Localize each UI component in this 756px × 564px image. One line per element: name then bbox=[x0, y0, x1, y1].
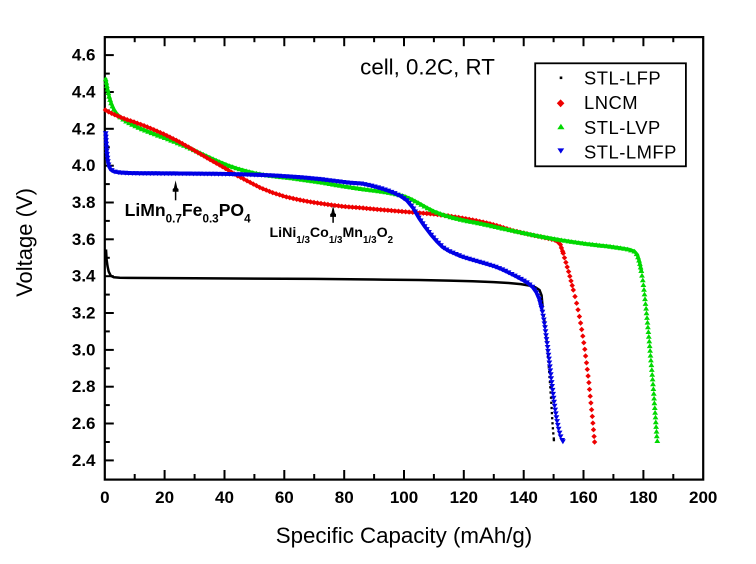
svg-text:3.8: 3.8 bbox=[72, 193, 96, 212]
svg-text:4.4: 4.4 bbox=[72, 83, 96, 102]
svg-text:200: 200 bbox=[689, 488, 717, 507]
svg-text:20: 20 bbox=[155, 488, 174, 507]
svg-text:100: 100 bbox=[390, 488, 418, 507]
svg-text:180: 180 bbox=[629, 488, 657, 507]
svg-text:4.2: 4.2 bbox=[72, 119, 96, 138]
svg-text:0: 0 bbox=[100, 488, 109, 507]
svg-text:80: 80 bbox=[335, 488, 354, 507]
svg-text:3.6: 3.6 bbox=[72, 230, 96, 249]
svg-text:2.8: 2.8 bbox=[72, 377, 96, 396]
svg-text:40: 40 bbox=[215, 488, 234, 507]
svg-text:Voltage (V): Voltage (V) bbox=[12, 188, 37, 297]
svg-text:120: 120 bbox=[450, 488, 478, 507]
svg-text:3.0: 3.0 bbox=[72, 340, 96, 359]
svg-text:140: 140 bbox=[510, 488, 538, 507]
svg-text:160: 160 bbox=[569, 488, 597, 507]
svg-text:3.2: 3.2 bbox=[72, 304, 96, 323]
svg-text:cell, 0.2C, RT: cell, 0.2C, RT bbox=[360, 54, 495, 79]
svg-text:STL-LMFP: STL-LMFP bbox=[584, 142, 677, 163]
svg-text:2.6: 2.6 bbox=[72, 414, 96, 433]
svg-text:Specific Capacity (mAh/g): Specific Capacity (mAh/g) bbox=[276, 523, 533, 548]
svg-text:STL-LFP: STL-LFP bbox=[584, 67, 661, 88]
svg-text:3.4: 3.4 bbox=[72, 267, 96, 286]
svg-text:STL-LVP: STL-LVP bbox=[584, 117, 661, 138]
svg-text:4.6: 4.6 bbox=[72, 46, 96, 65]
svg-text:4.0: 4.0 bbox=[72, 156, 96, 175]
svg-text:60: 60 bbox=[275, 488, 294, 507]
svg-text:LNCM: LNCM bbox=[584, 92, 638, 113]
svg-text:2.4: 2.4 bbox=[72, 451, 96, 470]
